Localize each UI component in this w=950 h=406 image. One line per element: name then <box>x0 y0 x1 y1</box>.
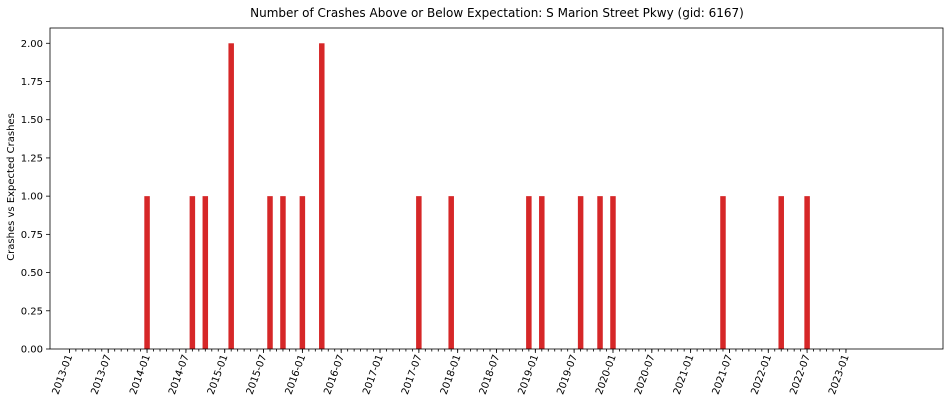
x-tick-label: 2021-01 <box>672 353 697 396</box>
bar <box>597 196 603 349</box>
x-tick-label: 2020-01 <box>594 353 619 396</box>
bar <box>448 196 454 349</box>
bar <box>189 196 196 349</box>
y-tick-label: 0.75 <box>21 230 43 241</box>
bar <box>610 196 616 349</box>
x-tick-label: 2013-07 <box>89 353 114 396</box>
bar <box>720 196 726 349</box>
x-tick-label: 2016-01 <box>284 353 309 396</box>
bar <box>577 196 584 349</box>
x-tick-label: 2013-01 <box>51 353 76 396</box>
x-tick-label: 2019-07 <box>555 353 580 396</box>
x-tick-label: 2014-01 <box>128 353 153 396</box>
x-tick-label: 2018-07 <box>478 353 503 396</box>
x-tick-label: 2017-07 <box>400 353 425 396</box>
bar <box>280 196 286 349</box>
y-tick-label: 0.50 <box>21 268 43 279</box>
bar <box>416 196 422 349</box>
y-tick-label: 0.00 <box>21 345 43 356</box>
bar <box>526 196 532 349</box>
x-tick-label: 2015-01 <box>206 353 231 396</box>
x-tick-label: 2015-07 <box>245 353 270 396</box>
x-tick-label: 2022-07 <box>788 353 813 396</box>
y-tick-label: 2.00 <box>21 39 43 50</box>
bar <box>804 196 810 349</box>
x-tick-label: 2018-01 <box>439 353 464 396</box>
bar <box>299 196 306 349</box>
bar <box>144 196 150 349</box>
y-tick-label: 1.00 <box>21 192 43 203</box>
x-tick-label: 2014-07 <box>167 353 192 396</box>
x-tick-label: 2023-01 <box>827 353 852 396</box>
x-tick-label: 2020-07 <box>633 353 658 396</box>
x-tick-label: 2016-07 <box>322 353 347 396</box>
x-tick-label: 2019-01 <box>517 353 542 396</box>
chart-title: Number of Crashes Above or Below Expecta… <box>250 6 744 20</box>
x-axis: 2013-01 2013-07 2014-01 2014-07 2015-01 2015-… <box>51 349 852 396</box>
bar <box>267 196 273 349</box>
bar <box>539 196 545 349</box>
bars <box>144 43 810 350</box>
bar <box>202 196 209 349</box>
bar <box>778 196 784 349</box>
x-tick-label: 2022-01 <box>749 353 774 396</box>
y-axis-label: Crashes vs Expected Crashes <box>6 113 17 261</box>
y-tick-label: 1.75 <box>21 77 43 88</box>
bar <box>228 43 234 350</box>
bar <box>319 43 325 350</box>
plot-frame <box>49 27 944 350</box>
y-tick-label: 1.25 <box>21 153 43 164</box>
y-tick-label: 0.25 <box>21 306 43 317</box>
x-tick-label: 2021-07 <box>711 353 736 396</box>
y-tick-label: 1.50 <box>21 115 43 126</box>
y-axis: 0.00 0.25 0.50 0.75 1.00 1.25 1.50 1.75 2.00 <box>21 39 50 356</box>
x-tick-label: 2017-01 <box>361 353 386 396</box>
